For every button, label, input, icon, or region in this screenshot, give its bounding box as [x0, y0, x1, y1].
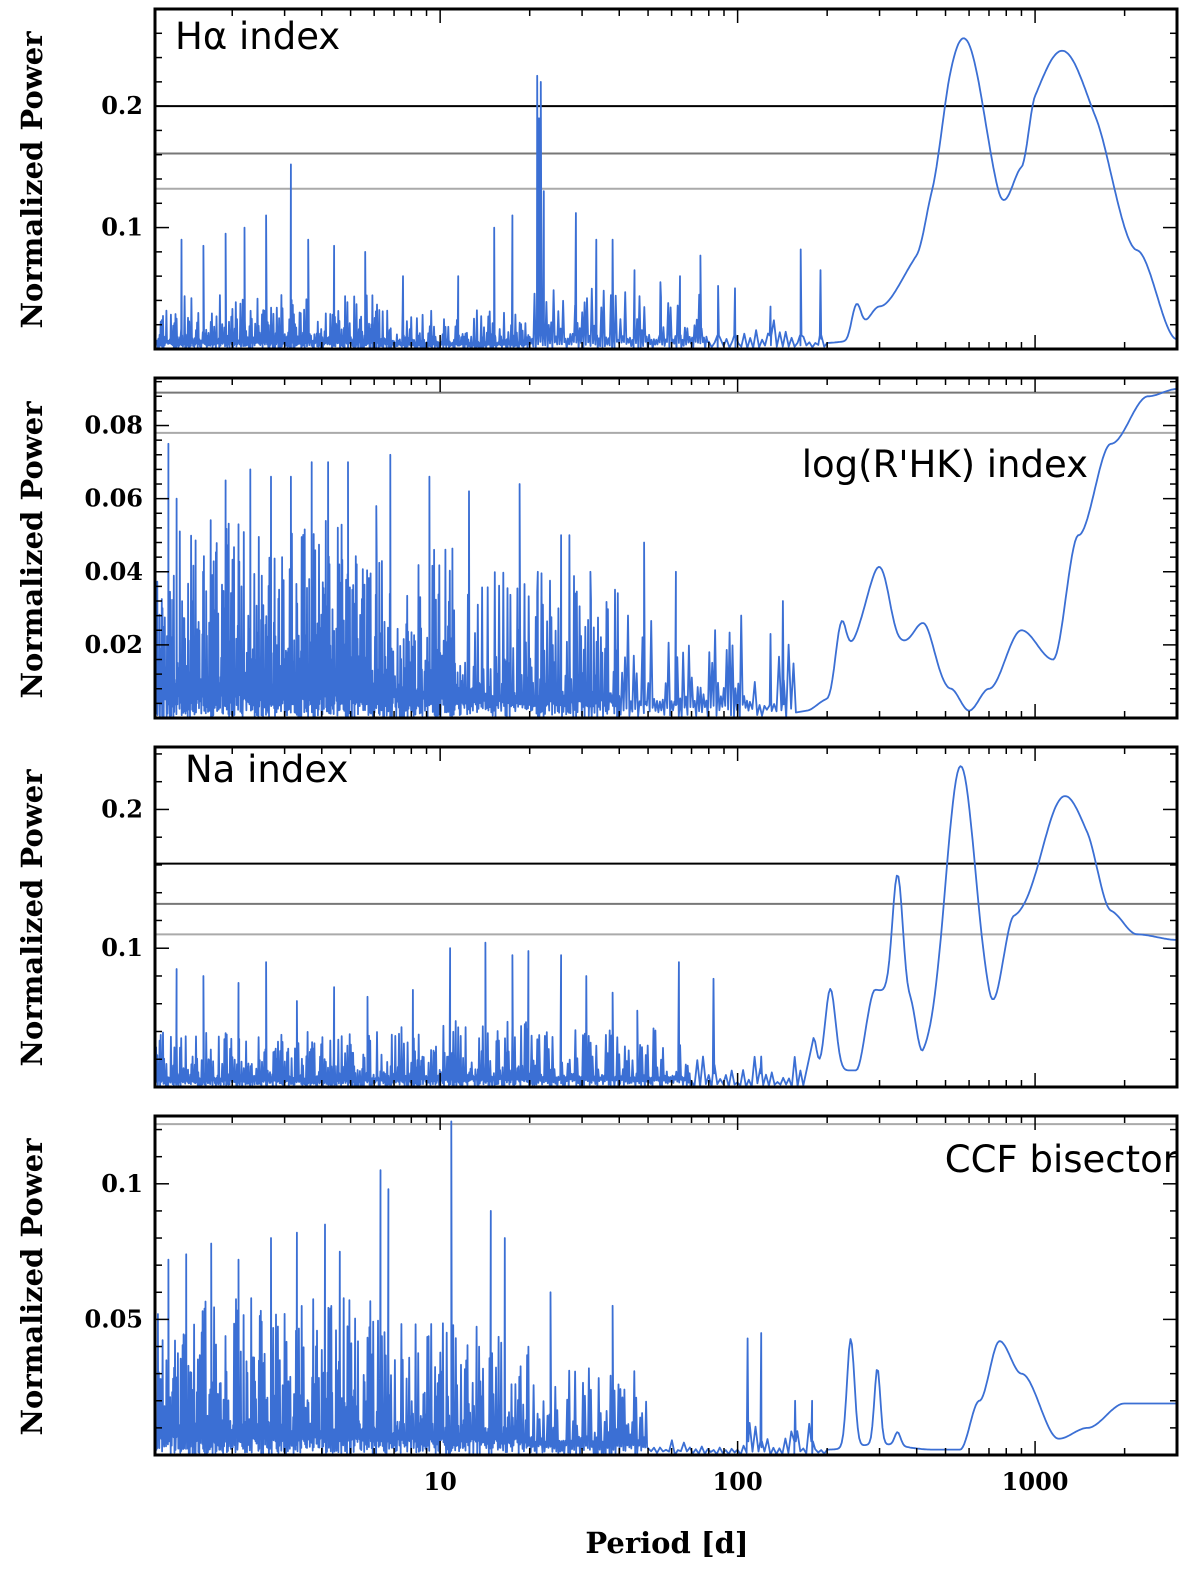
panel-na-label: Na index [185, 748, 348, 791]
y-tick-label: 0.02 [85, 630, 143, 659]
x-tick-label: 10 [423, 1467, 456, 1496]
panel-frame [153, 745, 1179, 1089]
panel-frame [153, 376, 1179, 720]
y-tick-label: 0.04 [85, 557, 143, 586]
series-line-na [154, 765, 1177, 1088]
x-tick-label: 100 [713, 1467, 763, 1496]
y-tick-label: 0.1 [101, 933, 143, 962]
x-axis-title: Period [d] [585, 1526, 748, 1560]
y-tick-label: 0.1 [101, 213, 143, 242]
panel-ccf-bisector-label: CCF bisector [945, 1138, 1179, 1181]
y-tick-label: 0.06 [85, 484, 143, 513]
y-tick-label: 0.2 [101, 91, 143, 120]
y-tick-label: 0.2 [101, 794, 143, 823]
y-axis-title-halpha: Normalized Power [15, 31, 49, 329]
panel-ccf-bisector: 0.05 0.1 CCF bisector [85, 1114, 1179, 1457]
y-tick-label: 0.1 [101, 1169, 143, 1198]
series-line-halpha [154, 37, 1178, 350]
panel-logrhk-label: log(R'HK) index [802, 443, 1088, 486]
y-tick-label: 0.05 [85, 1304, 143, 1333]
panel-frame [153, 1114, 1179, 1457]
series-line-logrhk [154, 388, 1177, 719]
series-line-ccf-bisector [154, 1120, 1177, 1456]
panel-halpha-label: Hα index [175, 15, 340, 58]
panel-halpha: 0.1 0.2 Hα index [101, 7, 1179, 351]
y-axis-title-logrhk: Normalized Power [15, 401, 49, 699]
panel-na: 0.1 0.2 Na index [101, 745, 1179, 1089]
y-axis-title-ccf-bisector: Normalized Power [15, 1138, 49, 1436]
x-tick-label: 1000 [1002, 1467, 1069, 1496]
panel-logrhk: 0.02 0.04 0.06 0.08 log(R'HK) index [85, 376, 1179, 720]
y-tick-label: 0.08 [85, 411, 143, 440]
y-axis-title-na: Normalized Power [15, 769, 49, 1067]
